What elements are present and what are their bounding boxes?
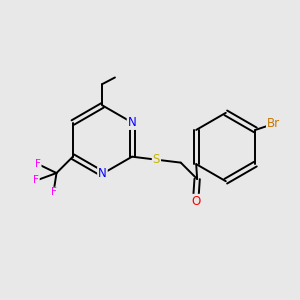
Text: F: F bbox=[51, 188, 56, 197]
Text: F: F bbox=[33, 176, 39, 185]
Text: O: O bbox=[191, 195, 200, 208]
Text: S: S bbox=[153, 153, 160, 166]
Text: Br: Br bbox=[267, 118, 280, 130]
Text: N: N bbox=[98, 167, 107, 180]
Text: F: F bbox=[35, 159, 41, 169]
Text: N: N bbox=[128, 116, 136, 129]
